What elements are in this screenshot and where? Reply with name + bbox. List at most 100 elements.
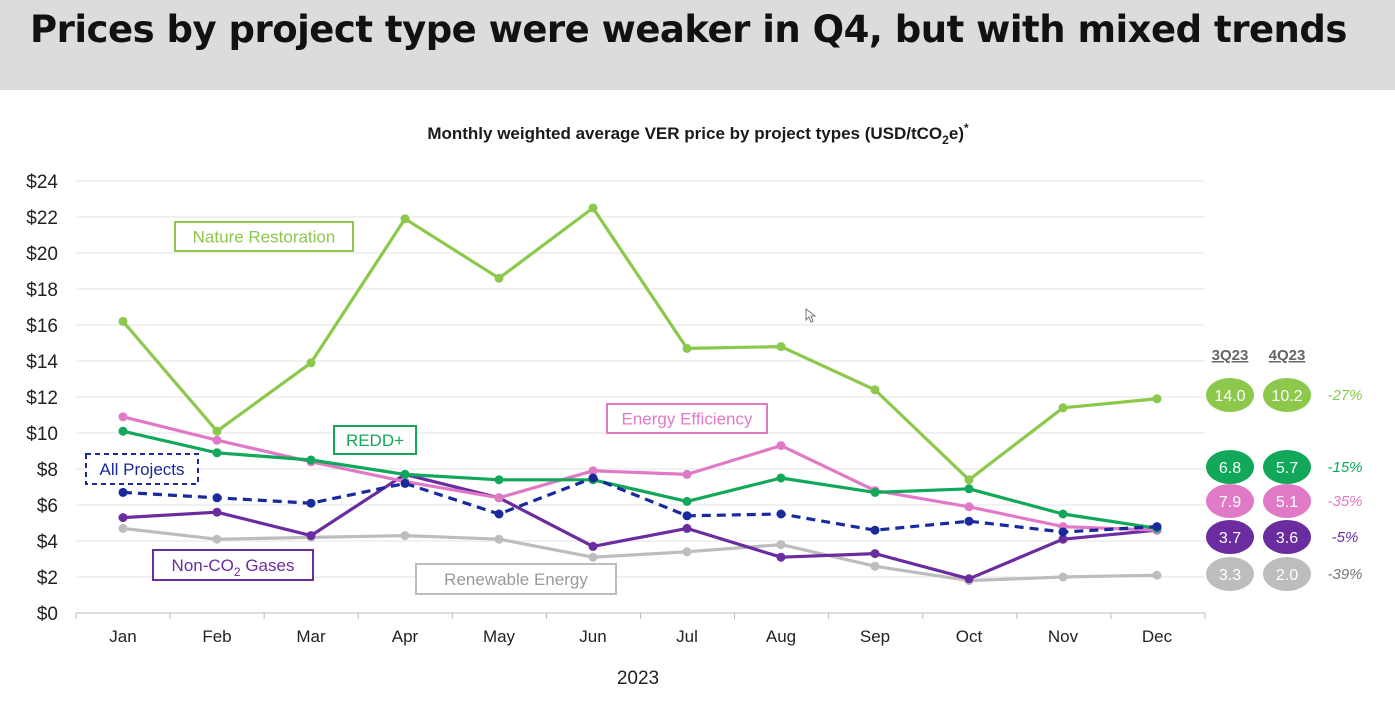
y-tick-label: $24 (26, 172, 58, 193)
data-point (400, 478, 410, 488)
summary-badge-value: 3.7 (1219, 530, 1241, 547)
data-point (776, 509, 786, 519)
data-point (1152, 394, 1162, 404)
y-tick-label: $22 (26, 208, 58, 229)
summary-change: -39% (1327, 566, 1362, 583)
series-label-non-co2-gases: Non-CO2 Gases (152, 549, 314, 581)
data-point (212, 448, 222, 458)
series-label-text: Nature Restoration (193, 228, 336, 247)
data-point (400, 469, 410, 479)
series-redd- (118, 426, 1162, 533)
series-line (122, 526, 1158, 583)
summary-badge (1206, 450, 1254, 484)
y-tick-label: $20 (26, 244, 58, 265)
data-point (776, 552, 786, 562)
cursor-icon (805, 307, 817, 323)
data-point (306, 455, 316, 465)
summary-badge (1206, 484, 1254, 518)
summary-change: -35% (1327, 493, 1362, 510)
data-point (118, 412, 128, 422)
series-label-energy-efficiency: Energy Efficiency (606, 403, 768, 434)
series-label-text: Energy Efficiency (621, 410, 753, 429)
series-line (122, 476, 1158, 534)
data-point (1152, 570, 1162, 580)
data-point (212, 507, 222, 517)
summary-badge-value: 5.7 (1276, 460, 1298, 477)
data-point (1058, 534, 1068, 544)
series-line (122, 472, 1158, 581)
summary-row: 3.7 3.6 -5% (1206, 520, 1358, 554)
summary-badge-value: 10.2 (1271, 388, 1302, 405)
data-point (964, 484, 974, 494)
data-point (588, 473, 598, 483)
series-label-nature-restoration: Nature Restoration (174, 221, 354, 252)
y-tick-label: $12 (26, 388, 58, 409)
summary-badge-value: 14.0 (1214, 388, 1245, 405)
data-point (212, 435, 222, 445)
chart-title: Monthly weighted average VER price by pr… (427, 121, 969, 147)
summary-row: 14.0 10.2 -27% (1206, 378, 1363, 412)
data-point (870, 561, 880, 571)
summary-badge (1206, 520, 1254, 554)
data-point (494, 493, 504, 503)
summary-badge-value: 5.1 (1276, 494, 1298, 511)
summary-badge (1206, 378, 1254, 412)
summary-badge-value: 6.8 (1219, 460, 1241, 477)
x-tick-label: Feb (202, 627, 231, 646)
summary-badge (1263, 484, 1311, 518)
data-point (964, 516, 974, 526)
data-point (964, 574, 974, 584)
summary-badge (1263, 378, 1311, 412)
data-point (682, 523, 692, 533)
data-point (306, 498, 316, 508)
x-tick-label: Dec (1142, 627, 1173, 646)
data-point (776, 342, 786, 352)
data-point (870, 549, 880, 559)
data-point (588, 541, 598, 551)
series-label-text: Renewable Energy (444, 570, 588, 589)
data-point (776, 441, 786, 451)
data-point (1152, 522, 1162, 532)
quarter-header: 3Q23 (1212, 347, 1249, 364)
summary-badge-value: 7.9 (1219, 494, 1241, 511)
data-point (118, 523, 128, 533)
x-tick-label: Jul (676, 627, 698, 646)
page-title: Prices by project type were weaker in Q4… (30, 8, 1347, 51)
data-point (870, 487, 880, 497)
data-point (682, 469, 692, 479)
data-point (400, 531, 410, 541)
summary-row: 3.3 2.0 -39% (1206, 557, 1363, 591)
data-point (776, 473, 786, 483)
summary-badge (1263, 557, 1311, 591)
summary-badge-value: 3.6 (1276, 530, 1298, 547)
data-point (118, 487, 128, 497)
summary-badge-value: 3.3 (1219, 567, 1241, 584)
x-tick-label: Apr (392, 627, 419, 646)
data-point (118, 513, 128, 523)
data-point (1058, 527, 1068, 537)
x-tick-label: Mar (296, 627, 326, 646)
series-label-text: All Projects (99, 460, 184, 479)
series-all-projects (118, 473, 1162, 537)
x-tick-label: Aug (766, 627, 796, 646)
data-point (776, 540, 786, 550)
data-point (306, 358, 316, 368)
x-tick-label: Sep (860, 627, 890, 646)
summary-change: -15% (1327, 459, 1362, 476)
series-label-text: REDD+ (346, 431, 404, 450)
data-point (870, 385, 880, 395)
y-tick-label: $4 (37, 532, 59, 553)
summary-row: 7.9 5.1 -35% (1206, 484, 1363, 518)
data-point (212, 534, 222, 544)
quarter-header: 4Q23 (1269, 347, 1306, 364)
data-point (1058, 572, 1068, 582)
y-tick-label: $2 (37, 568, 58, 589)
line-chart: Monthly weighted average VER price by pr… (26, 121, 1363, 689)
summary-badge (1263, 520, 1311, 554)
y-tick-label: $6 (37, 496, 58, 517)
series-line (122, 429, 1158, 530)
x-axis-label: 2023 (617, 668, 659, 689)
series-line (121, 206, 1158, 482)
y-tick-label: $18 (26, 280, 58, 301)
data-point (682, 496, 692, 506)
